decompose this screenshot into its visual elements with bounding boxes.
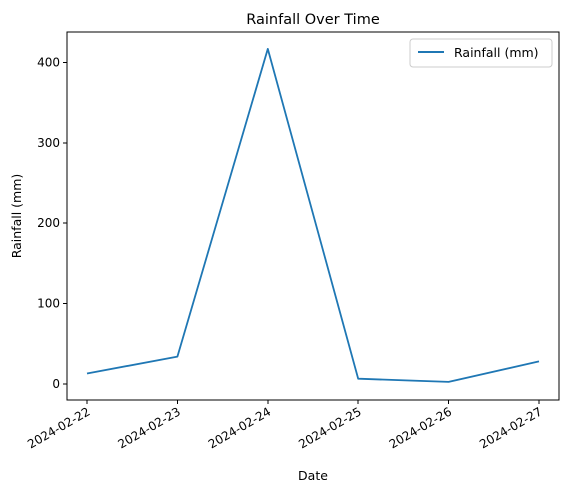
y-tick-label: 0 xyxy=(52,377,60,391)
chart-title: Rainfall Over Time xyxy=(246,12,380,28)
x-tick-label: 2024-02-22 xyxy=(25,404,92,451)
x-tick-label: 2024-02-26 xyxy=(387,404,454,451)
y-tick-label: 100 xyxy=(37,297,60,311)
series-line xyxy=(86,48,540,383)
x-axis: 2024-02-22 2024-02-23 2024-02-24 2024-02-25… xyxy=(25,400,545,451)
series-layer xyxy=(86,48,540,383)
x-tick-label: 2024-02-24 xyxy=(206,404,273,451)
x-tick-label: 2024-02-27 xyxy=(477,404,544,451)
legend: Rainfall (mm) xyxy=(409,38,553,68)
x-tick-label: 2024-02-25 xyxy=(296,404,363,451)
x-axis-label: Date xyxy=(298,468,328,483)
y-axis: 0 100 200 300 400 xyxy=(37,56,67,391)
y-tick-label: 300 xyxy=(37,136,60,150)
x-tick-label: 2024-02-23 xyxy=(115,404,182,451)
y-tick-label: 200 xyxy=(37,216,60,230)
y-axis-label: Rainfall (mm) xyxy=(9,174,24,259)
plot-frame xyxy=(66,31,560,401)
y-tick-label: 400 xyxy=(37,56,60,70)
legend-label: Rainfall (mm) xyxy=(454,45,539,60)
legend-box xyxy=(409,38,553,68)
